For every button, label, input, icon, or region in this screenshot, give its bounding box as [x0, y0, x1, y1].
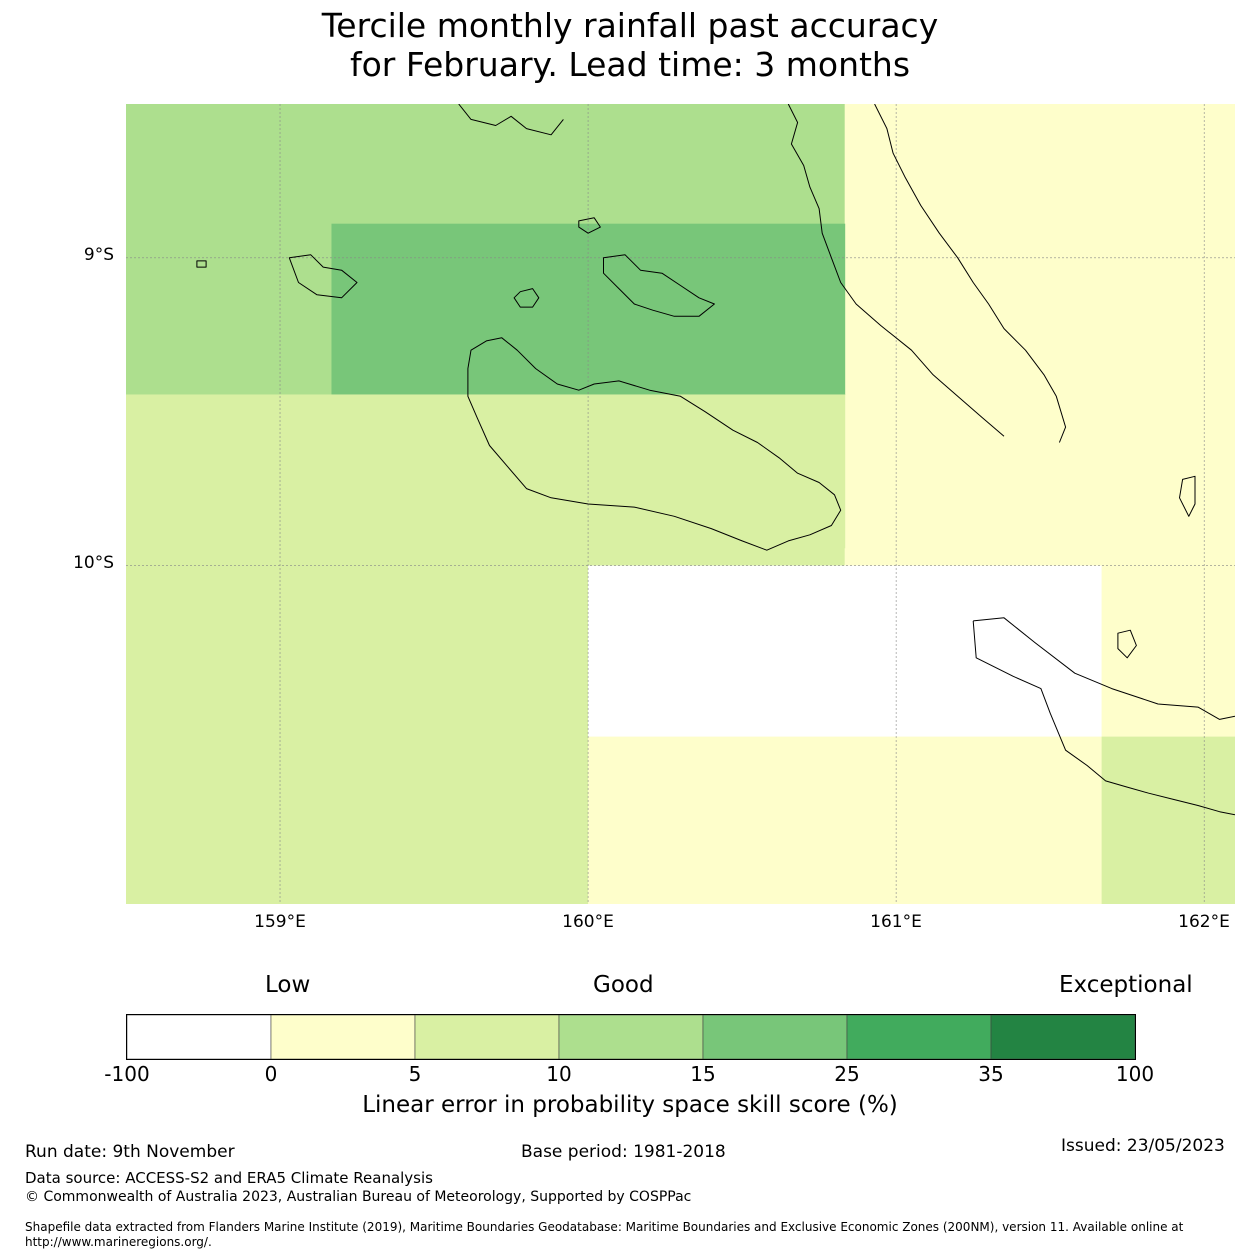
- lat-label-10s: 10°S: [73, 553, 114, 573]
- colorbar-bin-2: [414, 1014, 560, 1060]
- colorbar: [126, 1014, 1136, 1060]
- lon-label-161e: 161°E: [870, 912, 922, 932]
- colorbar-bin-1: [270, 1014, 416, 1060]
- coastline-makira: [973, 617, 1235, 720]
- skill-cell-1: [844, 104, 1235, 549]
- colorbar-bin-3: [558, 1014, 704, 1060]
- skill-cell-5: [844, 548, 1235, 567]
- colorbar-bin-5: [846, 1014, 992, 1060]
- skill-cell-9: [588, 736, 1103, 904]
- map-title-line-2: for February. Lead time: 3 months: [349, 45, 911, 84]
- skill-cell-7: [588, 565, 1103, 738]
- colorbar-tick-label: 15: [690, 1062, 716, 1086]
- copyright: © Commonwealth of Australia 2023, Austra…: [25, 1189, 692, 1205]
- skill-cell-2: [126, 223, 332, 395]
- coastline-north-coast: [458, 104, 564, 136]
- colorbar-tick-label: 5: [408, 1062, 422, 1086]
- skill-cells: [126, 104, 1235, 904]
- colorbar-tick-label: 10: [546, 1062, 572, 1086]
- colorbar-tick-label: -100: [104, 1062, 150, 1086]
- lon-label-159e: 159°E: [254, 912, 306, 932]
- coastline-florida-islands: [603, 254, 715, 317]
- skill-cell-6: [126, 565, 589, 904]
- colorbar-outline: [126, 1014, 1136, 1060]
- coastline-savo: [513, 288, 540, 308]
- legend-category-good: Good: [593, 972, 654, 998]
- lon-label-160e: 160°E: [562, 912, 614, 932]
- legend-category-exceptional: Exceptional: [1059, 972, 1193, 998]
- colorbar-tick-label: 35: [978, 1062, 1004, 1086]
- coastline-small-west: [196, 260, 207, 268]
- map-title-line-1: Tercile monthly rainfall past accuracy: [321, 6, 939, 45]
- coastline-ulawa: [1179, 475, 1196, 517]
- coastline-malaita: [787, 104, 1005, 437]
- coastline-ugi: [1117, 629, 1137, 659]
- coastline-malaita-east: [874, 104, 1067, 443]
- coastline-guadalcanal: [467, 337, 842, 551]
- colorbar-tick-label: 25: [834, 1062, 860, 1086]
- issued-date: Issued: 23/05/2023: [1061, 1136, 1225, 1156]
- skill-map: [126, 104, 1235, 904]
- colorbar-bin-0: [126, 1014, 272, 1060]
- skill-cell-10: [1101, 736, 1235, 904]
- base-period: Base period: 1981-2018: [521, 1142, 726, 1162]
- coastline-ngella-north: [578, 217, 601, 234]
- shapefile-credit-line-1: Shapefile data extracted from Flanders M…: [25, 1220, 1184, 1234]
- coastline-makira-south: [972, 620, 1235, 816]
- shapefile-credit-line-2: http://www.marineregions.org/.: [25, 1235, 212, 1249]
- legend-category-low: Low: [265, 972, 311, 998]
- coastlines: [196, 104, 1235, 816]
- lat-label-9s: 9°S: [83, 245, 114, 265]
- skill-cell-8: [1101, 565, 1235, 738]
- colorbar-tick-label: 0: [264, 1062, 278, 1086]
- data-source: Data source: ACCESS-S2 and ERA5 Climate …: [25, 1169, 433, 1187]
- colorbar-bin-6: [990, 1014, 1136, 1060]
- skill-cell-4: [126, 394, 846, 567]
- colorbar-tick-label: 100: [1115, 1062, 1155, 1086]
- run-date: Run date: 9th November: [25, 1142, 235, 1162]
- coastline-russell-islands: [288, 254, 358, 299]
- colorbar-bin-4: [702, 1014, 848, 1060]
- colorbar-title: Linear error in probability space skill …: [362, 1092, 898, 1118]
- skill-cell-0: [126, 104, 846, 225]
- lon-label-162e: 162°E: [1178, 912, 1230, 932]
